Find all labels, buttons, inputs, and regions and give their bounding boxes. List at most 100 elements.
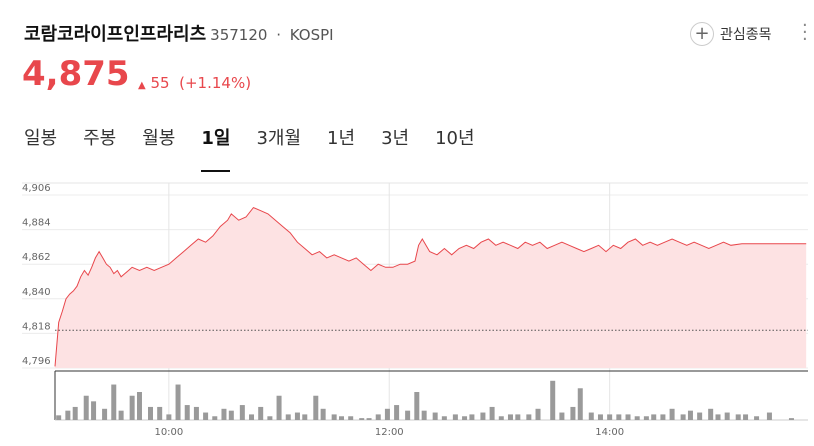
volume-bar: [405, 410, 411, 420]
volume-bar: [258, 406, 264, 420]
tab[interactable]: 월봉: [142, 128, 176, 149]
area: [55, 207, 807, 368]
volume-bar: [570, 406, 576, 420]
y-tick-label: 4,796: [22, 356, 51, 367]
volume-bar: [489, 406, 495, 420]
volume-bar: [432, 412, 438, 420]
volume-bar: [348, 416, 354, 420]
volume-bar: [469, 414, 475, 420]
volume-bar: [157, 406, 163, 420]
y-tick-label: 4,884: [22, 218, 51, 229]
volume-bar: [743, 414, 749, 420]
tab[interactable]: 일봉: [24, 128, 58, 149]
x-tick-label: 10:00: [154, 427, 183, 438]
volume-bar: [65, 410, 71, 420]
volume-bar: [359, 418, 365, 420]
volume-bar: [267, 416, 273, 420]
tabs: 일봉 주봉 월봉 1일 3개월 1년 3년 10년: [24, 124, 475, 172]
header: 코람코라이프인프라리츠 357120 · KOSPI: [24, 20, 334, 46]
x-tick-label: 12:00: [375, 427, 404, 438]
volume-bar: [239, 405, 245, 420]
change-pct: (+1.14%): [179, 74, 252, 92]
volume-bar: [507, 414, 513, 420]
volume-bar: [285, 414, 291, 420]
x-tick-label: 14:00: [595, 427, 624, 438]
volume-bar: [384, 408, 390, 420]
tab[interactable]: 주봉: [83, 128, 117, 149]
volume-bar: [221, 408, 227, 420]
plus-icon: +: [690, 22, 714, 46]
volume-bar: [669, 408, 675, 420]
watch-label: 관심종목: [720, 27, 772, 43]
volume-bar: [515, 414, 521, 420]
volume-bar: [535, 408, 541, 420]
volume-bar: [480, 412, 486, 420]
volume-bar: [735, 414, 741, 420]
volume-bar: [526, 414, 532, 420]
volume-bar: [643, 416, 649, 420]
volume-bar: [249, 414, 255, 420]
volume-bar: [313, 395, 319, 420]
sep: ·: [271, 26, 286, 44]
stock-name: 코람코라이프인프라리츠: [24, 24, 207, 45]
volume-bar: [175, 384, 181, 420]
volume-bar: [766, 412, 772, 420]
volume-bar: [212, 416, 218, 420]
volume-bar: [452, 414, 458, 420]
tab[interactable]: 1일: [201, 124, 231, 172]
up-icon: ▲: [138, 80, 146, 91]
volume-bar: [320, 408, 326, 420]
y-tick-label: 4,906: [22, 183, 51, 194]
more-menu[interactable]: · · ·: [802, 15, 808, 50]
volume-bar: [83, 395, 89, 420]
volume-bar: [550, 380, 556, 420]
volume-bar: [588, 412, 594, 420]
volume-bar: [184, 405, 190, 420]
volume-bar: [294, 412, 300, 420]
volume-bar: [597, 414, 603, 420]
volume-bar: [203, 412, 209, 420]
volume-bar: [56, 415, 62, 420]
volume-bar: [441, 416, 447, 420]
y-tick-label: 4,818: [22, 321, 51, 332]
volume-bar: [559, 412, 565, 420]
watch-button[interactable]: + 관심종목: [690, 22, 772, 46]
price: 4,875: [22, 54, 130, 94]
volume-bar: [331, 414, 337, 420]
volume-bar: [634, 416, 640, 420]
volume-bar: [129, 395, 135, 420]
volume-bar: [498, 416, 504, 420]
volume-bar: [680, 414, 686, 420]
volume-bar: [715, 414, 721, 420]
volume-bar: [697, 412, 703, 420]
volume-bar: [193, 406, 199, 420]
volume-bar: [724, 412, 730, 420]
volume-bar: [625, 414, 631, 420]
volume-bar: [166, 414, 172, 420]
change-value: 55: [150, 74, 170, 92]
volume-bar: [687, 410, 693, 420]
volume-bar: [118, 410, 124, 420]
volume-bar: [577, 388, 583, 420]
tab[interactable]: 1년: [327, 128, 356, 149]
volume-bar: [339, 416, 345, 420]
y-tick-label: 4,840: [22, 287, 51, 298]
volume-bar: [276, 395, 282, 420]
price-line: [54, 206, 807, 367]
volume-bar: [421, 410, 427, 420]
volume-bar: [607, 414, 613, 420]
volume-bar: [651, 414, 657, 420]
tab[interactable]: 3개월: [256, 128, 302, 149]
volume-bar: [102, 408, 108, 420]
volume-bar: [228, 410, 234, 420]
volume-bar: [462, 416, 468, 420]
stock-code: 357120: [210, 26, 268, 44]
volume-bar: [148, 406, 154, 420]
volume-bar: [788, 418, 794, 420]
volume-bar: [375, 414, 381, 420]
volume-bar: [616, 414, 622, 420]
tab[interactable]: 3년: [381, 128, 410, 149]
volume-bar: [366, 418, 372, 420]
tab[interactable]: 10년: [435, 128, 475, 149]
